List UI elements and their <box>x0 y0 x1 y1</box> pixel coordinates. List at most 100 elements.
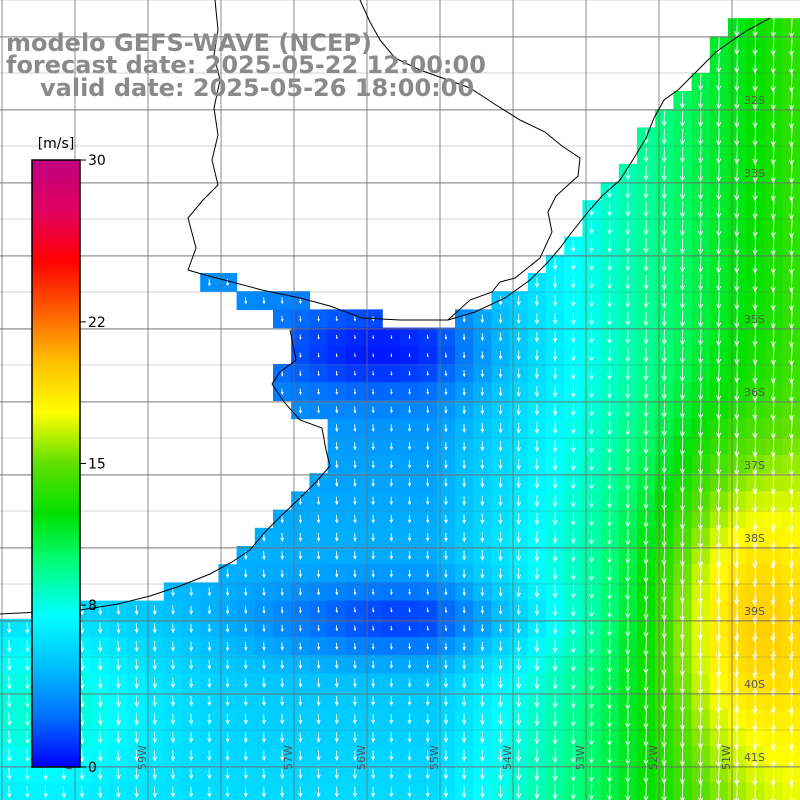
wind-vector <box>498 568 503 580</box>
wind-vector <box>353 388 357 395</box>
wind-vector <box>788 345 794 366</box>
wind-vector <box>534 658 540 672</box>
wind-vector <box>462 441 467 452</box>
wind-vector <box>480 587 485 597</box>
wind-vector <box>134 677 139 689</box>
wind-vector <box>389 714 394 725</box>
wind-vector <box>335 569 339 578</box>
wind-vector <box>788 72 794 93</box>
wind-vector <box>734 688 740 715</box>
wind-vector <box>679 292 685 310</box>
wind-vector <box>697 146 704 164</box>
wind-vector <box>134 695 139 708</box>
wind-vector <box>734 489 740 513</box>
wind-vector <box>479 695 485 708</box>
wind-vector <box>661 165 667 182</box>
wind-vector <box>770 218 776 238</box>
wind-vector <box>316 660 321 670</box>
wind-vector <box>588 457 595 472</box>
wind-vector <box>588 620 595 636</box>
wind-vector <box>207 278 211 287</box>
wind-vector <box>570 548 576 563</box>
wind-vector <box>353 607 357 613</box>
wind-vector <box>734 236 740 256</box>
wind-vector <box>443 750 449 762</box>
wind-vector <box>498 641 503 652</box>
wind-vector <box>625 746 631 765</box>
wind-vector <box>389 460 394 469</box>
wind-vector <box>498 368 503 379</box>
wind-vector <box>298 588 302 596</box>
longitude-label: 56W <box>355 745 368 770</box>
wind-vector <box>752 182 758 202</box>
wind-vector <box>408 353 411 358</box>
colorbar-unit-label: [m/s] <box>38 136 75 152</box>
wind-vector <box>788 290 794 312</box>
wind-vector <box>152 641 157 652</box>
wind-vector <box>734 291 740 311</box>
wind-vector <box>407 750 412 762</box>
wind-vector <box>152 659 157 671</box>
wind-vector <box>570 530 576 545</box>
wind-vector <box>479 767 485 781</box>
wind-vector <box>715 561 722 587</box>
wind-vector <box>752 145 758 165</box>
wind-vector <box>643 420 649 437</box>
wind-vector <box>697 128 704 146</box>
wind-vector <box>243 786 248 798</box>
wind-vector <box>734 762 740 786</box>
wind-vector <box>262 624 266 633</box>
wind-vector <box>552 331 558 344</box>
wind-vector <box>588 602 595 618</box>
wind-vector <box>552 675 558 691</box>
wind-vector <box>298 624 302 632</box>
wind-vector <box>588 366 595 381</box>
wind-vector <box>661 654 667 676</box>
wind-vector <box>225 677 230 689</box>
wind-vector <box>280 370 284 377</box>
wind-vector <box>390 643 393 650</box>
wind-vector <box>643 365 649 382</box>
wind-vector <box>752 345 758 366</box>
wind-vector <box>752 578 758 606</box>
wind-vector <box>570 639 576 654</box>
wind-vector <box>116 676 121 690</box>
wind-vector <box>534 404 540 416</box>
wind-vector <box>280 714 285 725</box>
wind-vector <box>97 658 103 672</box>
wind-vector <box>570 457 576 472</box>
wind-vector <box>317 352 320 358</box>
wind-vector <box>697 328 704 346</box>
wind-vector <box>552 512 558 526</box>
wind-vector <box>443 677 448 689</box>
wind-vector <box>480 659 485 671</box>
wind-vector <box>280 606 284 614</box>
wind-vector <box>6 640 12 653</box>
wind-vector <box>770 381 776 403</box>
wind-vector <box>570 621 576 636</box>
wind-vector <box>426 569 430 578</box>
wind-vector <box>407 551 412 560</box>
wind-vector <box>588 638 595 655</box>
wind-vector <box>317 334 320 340</box>
wind-vector <box>189 641 194 652</box>
wind-vector <box>679 237 685 255</box>
wind-vector <box>534 784 540 800</box>
wind-vector <box>752 273 758 293</box>
wind-vector <box>443 713 449 725</box>
wind-vector <box>207 732 212 744</box>
wind-vector <box>534 331 540 343</box>
wind-vector <box>317 406 321 414</box>
wind-vector <box>734 542 740 569</box>
wind-vector <box>643 311 649 327</box>
wind-vector <box>643 165 649 182</box>
wind-vector <box>244 297 248 305</box>
wind-vector <box>371 460 375 469</box>
wind-vector <box>426 460 430 469</box>
wind-vector <box>480 624 485 633</box>
wind-vector <box>534 531 540 544</box>
wind-vector <box>570 276 576 289</box>
wind-vector <box>552 385 558 398</box>
wind-vector <box>516 477 521 489</box>
wind-vector <box>788 35 794 57</box>
